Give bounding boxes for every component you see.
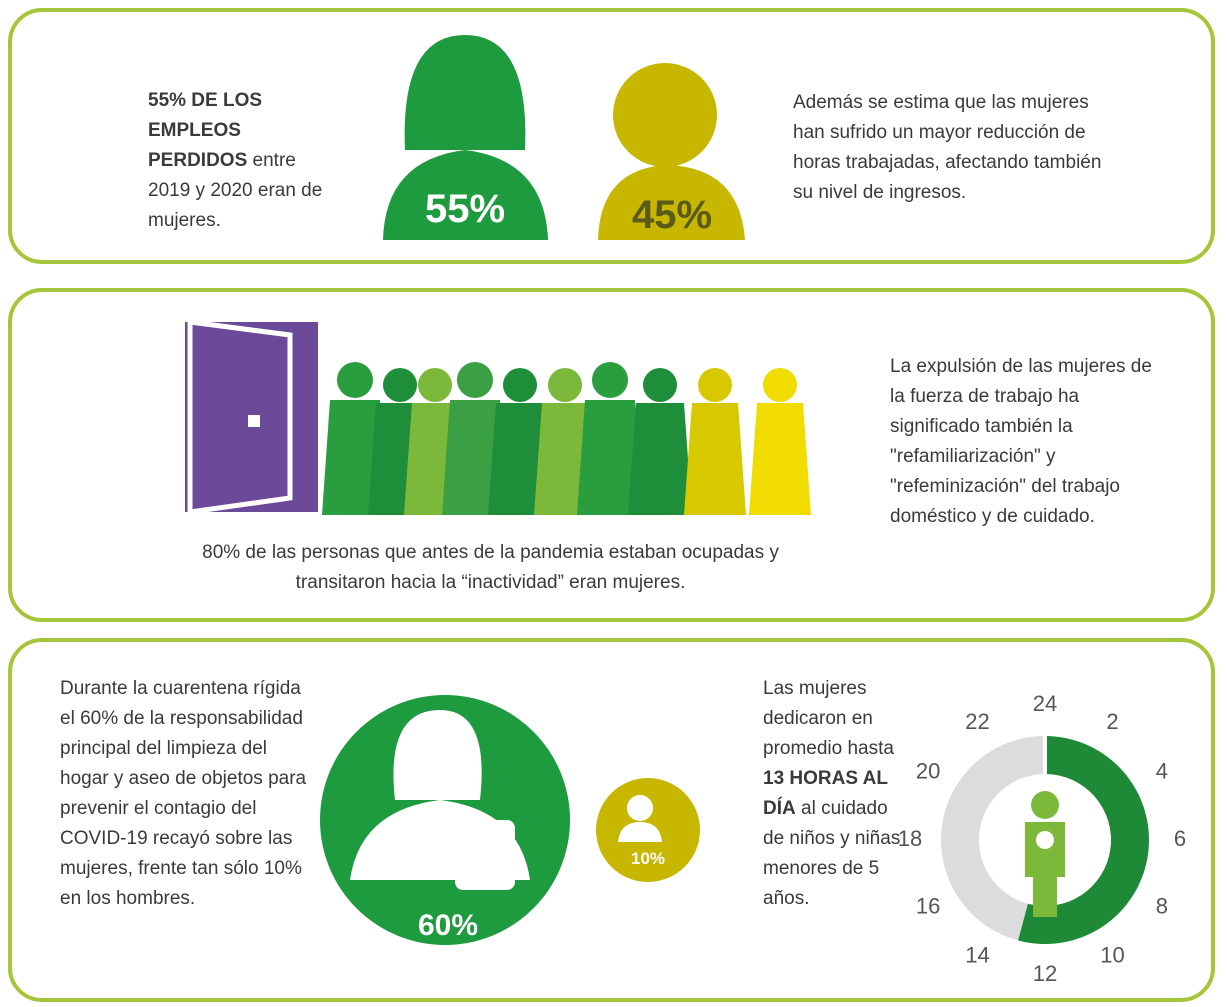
care-hours-text: Las mujeres dedicaron en promedio hasta … [763,674,901,914]
women-percent: 55% [425,187,505,231]
women-cleaning-icon [320,695,570,945]
dial-tick-label: 8 [1156,893,1168,918]
dial-tick-label: 10 [1100,943,1124,968]
refamiliarization-text: La expulsión de las mujeres de la fuerza… [890,352,1152,532]
dial-tick-label: 22 [965,709,989,734]
dial-tick-label: 24 [1033,691,1057,716]
child-icon [1036,831,1054,849]
dial-tick-label: 20 [916,758,940,783]
dial-tick-label: 12 [1033,961,1057,986]
hours-reduction-text: Además se estima que las mujeres han suf… [793,88,1113,208]
care-hours-before: Las mujeres dedicaron en promedio hasta [763,678,894,759]
dial-tick-label: 6 [1174,826,1186,851]
child-carer-head [1031,791,1059,819]
jobs-text-bold: 55% DE LOS EMPLEOS PERDIDOS [148,90,262,171]
jobs-text: 55% DE LOS EMPLEOS PERDIDOS entre 2019 y… [148,86,343,236]
dial-tick-label: 4 [1156,758,1168,783]
dial-tick-label: 16 [916,893,940,918]
dial-tick-label: 18 [898,826,922,851]
cleaning-text: Durante la cuarentena rígida el 60% de l… [60,674,315,914]
dial-tick-label: 14 [965,943,989,968]
inactivity-caption: 80% de las personas que antes de la pand… [178,538,803,598]
page: 55% 45% 60% 10% 24681012141618202224 55%… [0,0,1227,1007]
dial-tick-label: 2 [1106,709,1118,734]
women-percent-care: 60% [418,909,478,942]
men-percent: 45% [632,193,712,237]
men-percent-care: 10% [631,849,665,868]
door [185,322,318,512]
people-row [322,362,811,515]
